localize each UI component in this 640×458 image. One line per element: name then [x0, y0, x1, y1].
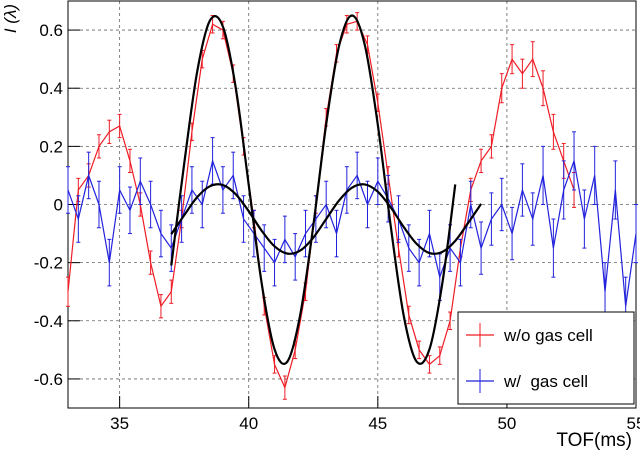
error-bar: [117, 113, 122, 139]
error-bar: [344, 166, 349, 214]
error-bar: [148, 180, 153, 229]
error-bar: [520, 163, 525, 217]
error-bar: [86, 151, 91, 200]
error-bar: [365, 180, 370, 229]
error-bar: [66, 166, 70, 214]
error-bar: [541, 145, 546, 205]
error-bar: [96, 134, 101, 159]
error-bar: [530, 41, 535, 78]
error-bar: [634, 204, 638, 264]
error-bar: [479, 148, 484, 174]
error-bar: [66, 276, 70, 307]
error-bar: [148, 250, 153, 275]
error-bar: [489, 134, 494, 159]
error-bar: [417, 340, 422, 360]
x-tick-label: 55: [627, 414, 640, 433]
error-bar: [117, 166, 122, 214]
error-bar: [220, 166, 225, 214]
error-bar: [76, 195, 81, 243]
x-axis-label: TOF(ms): [556, 430, 632, 451]
error-bar: [293, 233, 298, 281]
error-bar: [158, 209, 163, 258]
error-bar: [437, 346, 442, 365]
x-tick-label: 40: [239, 414, 258, 433]
error-bar: [561, 160, 566, 220]
error-bar: [282, 215, 287, 264]
error-bar: [572, 131, 577, 191]
error-bar: [520, 58, 525, 89]
x-tick-label: 45: [368, 414, 387, 433]
error-bar: [282, 375, 287, 400]
error-bar: [592, 145, 597, 205]
error-bar: [344, 15, 349, 34]
y-tick-label: -0.2: [34, 254, 63, 273]
error-bar: [334, 209, 339, 258]
error-bar: [582, 189, 587, 249]
error-bar: [510, 206, 515, 261]
data-line: [67, 158, 637, 307]
legend-label: w/o gas cell: [503, 326, 593, 345]
error-bar: [200, 180, 205, 229]
x-tick-label: 50: [497, 414, 516, 433]
error-bar: [127, 148, 132, 174]
error-bar: [210, 137, 215, 185]
error-bar: [489, 192, 494, 246]
error-bar: [551, 113, 556, 150]
fit-line: [170, 183, 482, 255]
y-axis-label: I (λ): [1, 4, 20, 33]
error-bar: [427, 209, 432, 258]
error-bar: [479, 221, 484, 275]
error-bar: [448, 311, 453, 331]
error-bar: [406, 305, 411, 325]
error-bar: [458, 238, 463, 287]
error-bar: [138, 157, 143, 205]
error-bar: [541, 70, 546, 107]
y-tick-label: -0.4: [34, 312, 63, 331]
y-tick-label: 0: [54, 196, 63, 215]
y-tick-label: 0.6: [39, 21, 63, 40]
fit-line: [170, 14, 457, 365]
legend-box: [457, 311, 635, 405]
error-bar: [530, 192, 535, 246]
y-tick-label: 0.4: [39, 79, 63, 98]
error-bar: [127, 186, 132, 235]
error-bar: [303, 209, 308, 258]
error-bar: [107, 119, 112, 144]
error-bar: [107, 238, 112, 287]
x-tick-label: 35: [110, 414, 129, 433]
error-bar: [169, 279, 174, 304]
error-bar: [427, 355, 432, 374]
error-bar: [375, 157, 380, 205]
error-bar: [96, 180, 101, 229]
error-bar: [510, 44, 515, 75]
legend-label: w/ gas cell: [503, 372, 588, 391]
y-tick-label: 0.2: [39, 137, 63, 156]
error-bar: [158, 294, 163, 319]
error-bar: [551, 218, 556, 278]
error-bar: [499, 73, 504, 104]
error-bar: [355, 151, 360, 200]
y-tick-label: -0.6: [34, 370, 63, 389]
error-bar: [499, 177, 504, 232]
error-bar: [613, 160, 618, 220]
